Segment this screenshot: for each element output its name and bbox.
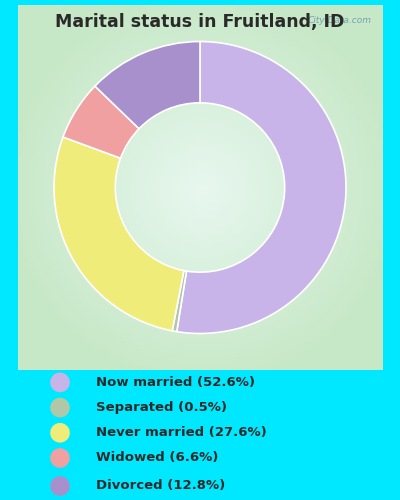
Text: Now married (52.6%): Now married (52.6%): [96, 376, 255, 389]
Text: Divorced (12.8%): Divorced (12.8%): [96, 480, 225, 492]
Point: [57, 429, 63, 437]
Point: [57, 404, 63, 411]
Point: [57, 378, 63, 386]
Text: City-Data.com: City-Data.com: [308, 16, 372, 25]
Text: Marital status in Fruitland, ID: Marital status in Fruitland, ID: [55, 12, 345, 30]
Text: Never married (27.6%): Never married (27.6%): [96, 426, 267, 440]
Wedge shape: [177, 42, 346, 334]
Wedge shape: [172, 270, 186, 332]
Text: Separated (0.5%): Separated (0.5%): [96, 401, 227, 414]
Wedge shape: [54, 137, 184, 331]
Point: [57, 454, 63, 462]
Wedge shape: [63, 86, 139, 158]
Point: [57, 482, 63, 490]
Wedge shape: [95, 42, 200, 128]
Text: Widowed (6.6%): Widowed (6.6%): [96, 452, 218, 464]
